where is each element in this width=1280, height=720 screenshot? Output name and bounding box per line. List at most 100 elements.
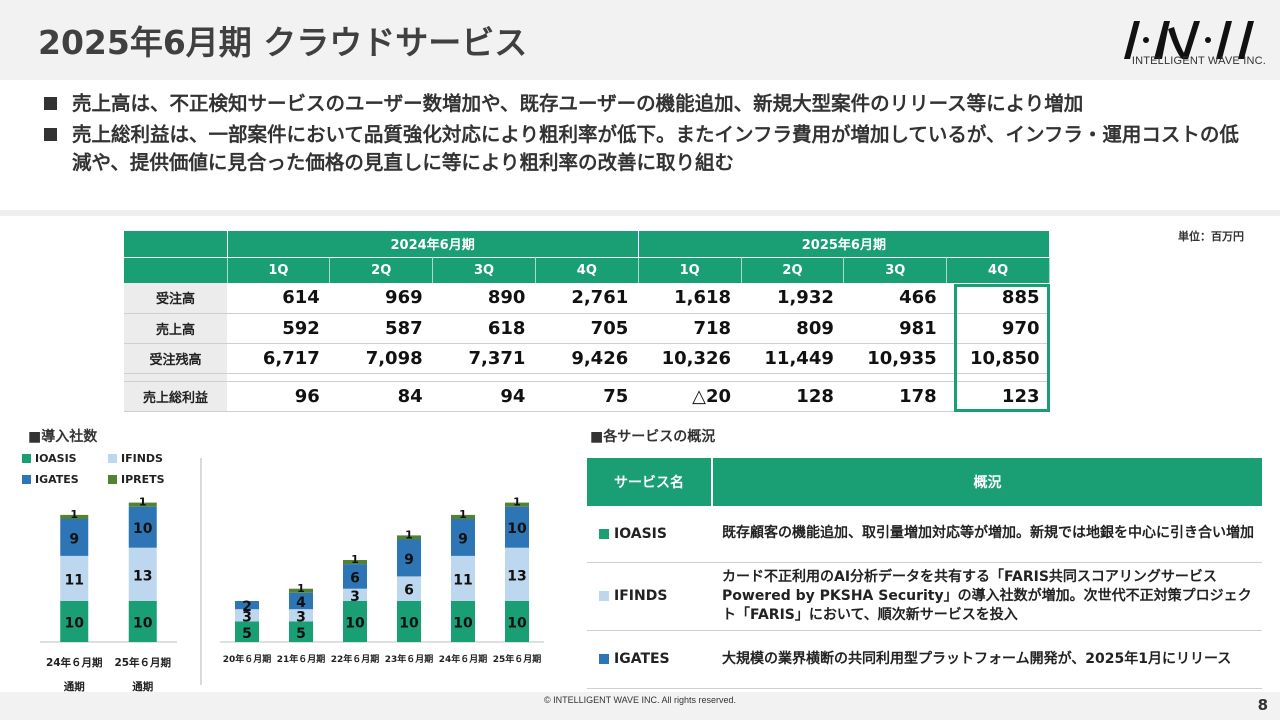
data-label: 1 (459, 508, 467, 521)
bar-segment (60, 514, 89, 519)
header-corner (124, 231, 228, 257)
table-cell: 7,371 (432, 343, 536, 374)
legend-swatch (22, 475, 31, 484)
tick-label: 21年６月期 (277, 653, 326, 665)
header-bar (0, 0, 1280, 80)
adoption-charts: 10119124年６月期通期101310125年６月期通期53220年６月期53… (40, 458, 544, 693)
bar-segment (343, 588, 367, 601)
section-divider (0, 210, 1280, 216)
data-label: 13 (507, 568, 526, 584)
table-cell: 94 (432, 381, 536, 412)
tick-label: 22年６月期 (331, 653, 380, 665)
bar-segment (60, 519, 89, 556)
table-cell: 11,449 (741, 343, 844, 374)
table-cell: 969 (329, 283, 433, 314)
quarter-header: 2Q (741, 256, 845, 283)
table-cell: 618 (432, 313, 536, 344)
data-label: 1 (70, 508, 78, 521)
table-row: 売上高 592 587 618 705 718 809 981 970 (124, 313, 1050, 344)
service-desc: 既存顧客の機能追加、取引量増加対応等が増加。新規では地銀を中心に引き合い増加 (712, 506, 1262, 563)
bar-segment (451, 519, 475, 556)
bar-segment (505, 506, 529, 548)
table-cell: 885 (946, 283, 1050, 314)
table-cell: 10,850 (946, 343, 1050, 374)
data-label: 5 (296, 626, 306, 642)
table-cell: 614 (227, 283, 330, 314)
tick-label: 20年６月期 (223, 653, 272, 665)
bullet-item: 売上総利益は、一部案件において品質強化対応により粗利率が低下。またインフラ費用が… (44, 121, 1244, 177)
financial-table: 2024年6月期 2025年6月期 1Q 2Q 3Q 4Q 1Q 2Q 3Q 4Q 受注高 61… (124, 231, 1051, 412)
table-cell: 705 (535, 313, 639, 344)
period-header: 2025年6月期 (638, 231, 1051, 257)
bar-segment (505, 547, 529, 601)
bar-segment (451, 601, 475, 642)
header-corner (124, 256, 228, 283)
service-desc: カード不正利用のAI分析データを共有する「FARIS共同スコアリングサービスPo… (712, 562, 1262, 631)
logo-text: INTELLIGENT WAVE INC. (1131, 55, 1266, 67)
copyright: © INTELLIGENT WAVE INC. All rights reser… (543, 695, 736, 705)
data-label: 10 (399, 616, 419, 632)
table-cell: 890 (432, 283, 536, 314)
table-cell: 981 (843, 313, 947, 344)
bar-segment (289, 621, 313, 642)
tick-label: 通期 (132, 680, 153, 693)
row-label: 売上高 (124, 313, 227, 344)
table-row: 売上総利益 96 84 94 75 △20 128 178 123 (124, 381, 1050, 412)
adoption-title: ■導入社数 (28, 429, 98, 445)
bar-segment (60, 601, 89, 642)
table-cell: 123 (946, 381, 1050, 412)
square-bullet-icon (44, 97, 57, 110)
bar-segment (289, 588, 313, 593)
unit-label: 単位：百万円 (1178, 230, 1244, 243)
bar-segment (451, 555, 475, 601)
service-row: IFINDS カード不正利用のAI分析データを共有する「FARIS共同スコアリン… (587, 562, 1262, 631)
legend-label: IFINDS (121, 452, 163, 465)
bar-segment (128, 547, 157, 601)
data-label: 9 (69, 531, 79, 547)
data-label: 13 (133, 568, 152, 584)
data-label: 1 (513, 496, 521, 509)
table-cell: 970 (946, 313, 1050, 344)
table-cell: 9,426 (535, 343, 639, 374)
bar-segment (451, 514, 475, 519)
tick-label: 23年６月期 (385, 653, 434, 665)
table-cell: 1,932 (741, 283, 844, 314)
overview-header: 概況 (712, 458, 1262, 506)
bar-segment (60, 555, 89, 601)
data-label: 10 (507, 616, 527, 632)
service-color-swatch (599, 528, 609, 539)
page-title: 2025年6月期 クラウドサービス (38, 23, 528, 62)
table-cell: 178 (843, 381, 947, 412)
service-row: IGATES 大規模の業界横断の共同利用型プラットフォーム開発が、2025年1月… (587, 630, 1262, 689)
table-cell: 75 (535, 381, 639, 412)
data-label: 10 (453, 616, 473, 632)
quarter-header: 2Q (329, 256, 434, 283)
table-cell: △20 (638, 381, 742, 412)
quarter-header: 4Q (946, 256, 1050, 283)
service-desc: 大規模の業界横断の共同利用型プラットフォーム開発が、2025年1月にリリース (712, 630, 1262, 689)
quarter-header: 1Q (227, 256, 331, 283)
data-label: 10 (345, 616, 365, 632)
table-cell: 587 (329, 313, 433, 344)
square-bullet-icon (44, 128, 57, 141)
legend-swatch (108, 475, 117, 484)
bar-segment (397, 535, 421, 540)
table-cell: 809 (741, 313, 844, 344)
data-label: 5 (242, 626, 252, 642)
bar-segment (289, 592, 313, 610)
legend-swatch (22, 454, 31, 463)
bar-segment (128, 506, 157, 548)
service-name: IGATES (614, 651, 670, 667)
footer-bar (0, 692, 1280, 720)
bar-segment (128, 502, 157, 507)
data-label: 1 (405, 528, 413, 541)
table-cell: 84 (329, 381, 433, 412)
data-label: 11 (65, 572, 84, 588)
legend-item: IPRETS (108, 473, 165, 486)
row-label: 受注残高 (124, 343, 227, 374)
data-label: 3 (350, 589, 360, 605)
row-label: 受注高 (124, 283, 227, 314)
service-color-swatch (599, 591, 609, 601)
quarter-header: 1Q (638, 256, 742, 283)
tick-label: 25年６月期 (114, 656, 171, 669)
